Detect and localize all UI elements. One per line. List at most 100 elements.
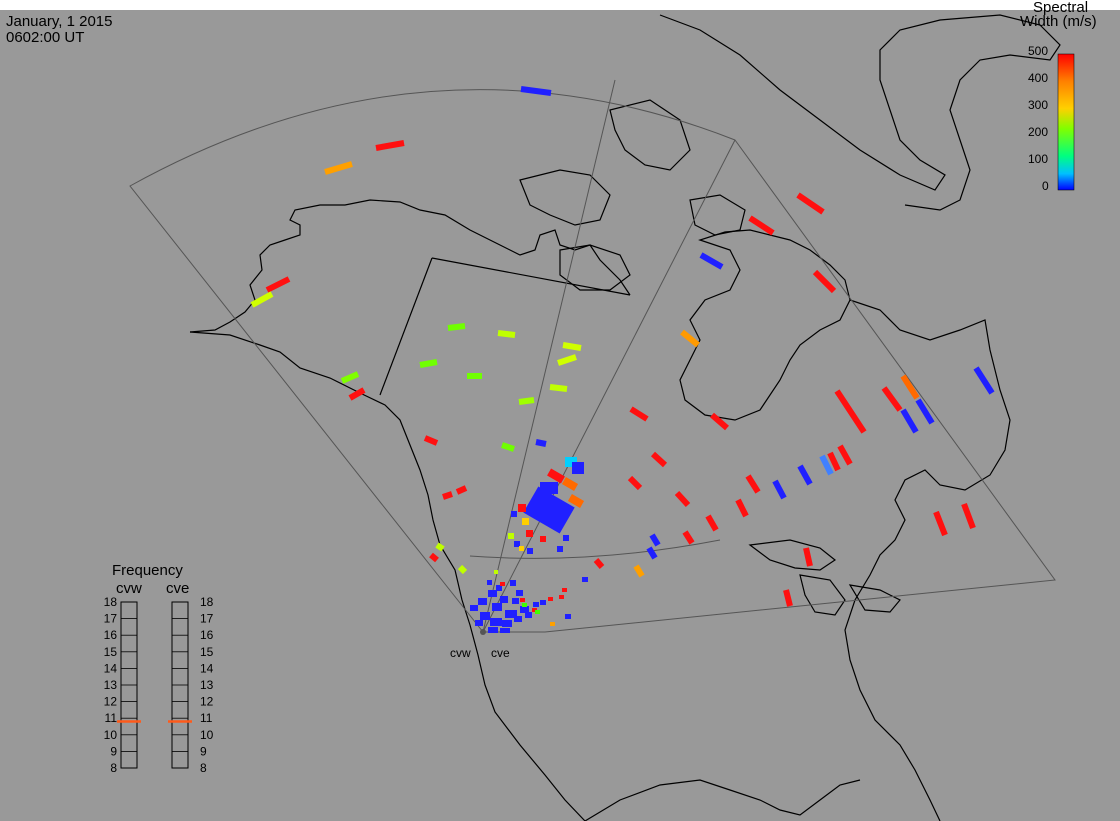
echo (518, 397, 535, 405)
frequency-scale-label-right: 8 (200, 761, 207, 775)
frequency-scale-label-right: 16 (200, 628, 214, 642)
top-white-strip (0, 0, 1120, 10)
frequency-scale-label-right: 11 (200, 711, 213, 725)
coastlines (189, 14, 1061, 821)
echo (796, 192, 825, 215)
echo (680, 329, 700, 348)
echo (783, 589, 793, 607)
echo (646, 546, 658, 560)
echo (933, 510, 948, 537)
echo (447, 323, 466, 331)
frequency-scale-label-left: 11 (105, 711, 118, 725)
frequency-scale-label-right: 9 (200, 744, 207, 758)
echo (900, 374, 920, 400)
echo (797, 464, 813, 486)
frequency-scale-label-right: 18 (200, 595, 214, 609)
frequency-radar-right: cve (166, 580, 189, 597)
radar-site-marker (480, 629, 486, 635)
echo (827, 451, 841, 472)
echo (915, 398, 935, 425)
colorbar-tick: 200 (1028, 125, 1048, 139)
echo (549, 384, 568, 392)
echo (535, 439, 547, 447)
echo (837, 444, 853, 466)
frequency-scale-label-left: 14 (104, 661, 118, 675)
colorbar-title-line1: Spectral (1033, 0, 1088, 16)
frequency-panel: Frequency cvw cve 18 18 17 17 16 16 15 15 14 14 13… (104, 562, 214, 775)
frequency-scale-label-right: 10 (200, 728, 214, 742)
echo (429, 552, 439, 563)
radar-label-cvw: cvw (450, 646, 471, 660)
colorbar-tick: 500 (1028, 44, 1048, 58)
echo (557, 354, 577, 366)
radar-label-cve: cve (491, 646, 510, 660)
echo (562, 342, 582, 351)
echo (705, 514, 719, 532)
echo (593, 558, 605, 569)
frequency-scale-label-right: 14 (200, 661, 214, 675)
frequency-scale-label-right: 17 (200, 612, 214, 626)
frequency-radar-left: cvw (116, 580, 142, 597)
near-range-cluster (470, 457, 588, 633)
echo (819, 454, 834, 476)
echo (324, 161, 353, 175)
map-background (0, 10, 1120, 821)
colorbar-tick: 400 (1028, 71, 1048, 85)
frequency-title: Frequency (112, 562, 183, 579)
radar-fov (129, 79, 1056, 633)
frequency-scale-label-right: 12 (200, 695, 214, 709)
colorbar-tick: 0 (1042, 179, 1049, 193)
colorbar-gradient (1057, 53, 1075, 191)
frequency-scale-label-left: 15 (104, 645, 118, 659)
colorbar-tick: 100 (1028, 152, 1048, 166)
frequency-scale-label-right: 15 (200, 645, 214, 659)
echo (682, 530, 695, 545)
echo (442, 491, 453, 500)
echo (900, 408, 919, 434)
echo (674, 490, 691, 508)
echo (520, 86, 552, 96)
echo (340, 371, 360, 384)
echo (748, 215, 775, 236)
echo (250, 291, 274, 308)
frequency-scale-label-left: 13 (104, 678, 118, 692)
echo (265, 276, 291, 293)
frequency-scale-label-left: 10 (104, 728, 118, 742)
echo (423, 435, 439, 446)
colorbar-tick: 300 (1028, 98, 1048, 112)
frequency-scale-label-right: 13 (200, 678, 214, 692)
time-label: 0602:00 UT (6, 29, 84, 46)
colorbar-title-line2: Width (m/s) (1020, 13, 1097, 30)
echo (699, 252, 724, 270)
echo (348, 387, 366, 401)
echo (419, 359, 438, 368)
echo (627, 475, 643, 491)
echo (812, 269, 837, 294)
frequency-scale-label-left: 17 (104, 612, 118, 626)
date-label: January, 1 2015 (6, 13, 112, 30)
frequency-scale-label-left: 9 (110, 744, 117, 758)
frequency-scale-label-left: 8 (110, 761, 117, 775)
echo (629, 406, 649, 422)
frequency-scale-label-left: 12 (104, 695, 118, 709)
frequency-scale-label-left: 18 (104, 595, 118, 609)
frequency-scale-label-left: 16 (104, 628, 118, 642)
echo (973, 366, 995, 395)
echo (455, 485, 468, 495)
echo (501, 442, 515, 452)
radar-echoes (250, 86, 995, 607)
echo (881, 386, 903, 412)
echo (834, 389, 867, 434)
echo (710, 412, 729, 431)
echo (961, 502, 976, 530)
echo (497, 330, 516, 338)
echo (435, 542, 445, 552)
echo (772, 479, 787, 500)
echo (633, 564, 645, 578)
echo (735, 498, 749, 518)
echo (803, 547, 813, 567)
colorbar: Spectral Width (m/s) 500 400 300 200 100… (1020, 0, 1097, 193)
echo (457, 564, 468, 575)
echo (649, 533, 661, 547)
